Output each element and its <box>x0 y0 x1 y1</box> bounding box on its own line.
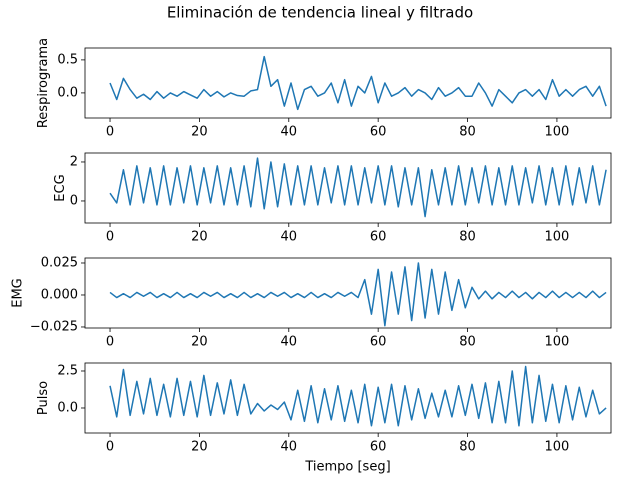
x-tick-label: 20 <box>191 230 208 245</box>
x-tick-label: 0 <box>106 230 114 245</box>
x-tick-label: 20 <box>191 125 208 140</box>
signal-line <box>109 262 607 327</box>
x-tick-label: 80 <box>459 335 476 350</box>
x-axis-label: Tiempo [seg] <box>304 460 390 475</box>
x-tick-label: 0 <box>106 335 114 350</box>
x-tick-label: 20 <box>191 440 208 455</box>
x-tick-label: 80 <box>459 230 476 245</box>
x-tick-label: 20 <box>191 335 208 350</box>
x-tick-label: 40 <box>281 335 298 350</box>
signal-line <box>109 55 607 111</box>
axes-frame <box>84 362 612 434</box>
x-tick-label: 40 <box>281 230 298 245</box>
signal-line <box>109 365 607 427</box>
y-axis-label: ECG <box>53 174 68 201</box>
x-tick-label: 40 <box>281 125 298 140</box>
signal-line <box>109 157 607 218</box>
x-tick-label: 100 <box>545 440 570 455</box>
y-tick-label: 0.5 <box>57 52 78 67</box>
x-tick-label: 60 <box>370 335 387 350</box>
axes-frame <box>84 47 612 119</box>
x-tick-label: 0 <box>106 440 114 455</box>
y-axis-label: Pulso <box>36 381 51 415</box>
x-tick-label: 60 <box>370 230 387 245</box>
x-tick-label: 0 <box>106 125 114 140</box>
x-tick-label: 60 <box>370 440 387 455</box>
axes-frame <box>84 257 612 329</box>
x-tick-label: 80 <box>459 440 476 455</box>
y-tick-label: 0.000 <box>41 287 78 302</box>
x-tick-label: 100 <box>545 125 570 140</box>
x-tick-label: 60 <box>370 125 387 140</box>
y-tick-label: 2.5 <box>57 363 78 378</box>
y-axis-label: EMG <box>11 278 26 308</box>
x-tick-label: 100 <box>545 335 570 350</box>
y-tick-label: 0.0 <box>57 85 78 100</box>
x-tick-label: 80 <box>459 125 476 140</box>
x-tick-label: 40 <box>281 440 298 455</box>
y-tick-label: 2 <box>70 154 78 169</box>
y-tick-label: 0.0 <box>57 400 78 415</box>
figure-title: Eliminación de tendencia lineal y filtra… <box>167 4 473 22</box>
y-tick-label: 0.025 <box>41 255 78 270</box>
axes-frame <box>84 152 612 224</box>
x-tick-label: 100 <box>545 230 570 245</box>
y-tick-label: 0 <box>70 193 78 208</box>
y-tick-label: −0.025 <box>30 319 78 334</box>
y-axis-label: Respirograma <box>36 38 51 128</box>
